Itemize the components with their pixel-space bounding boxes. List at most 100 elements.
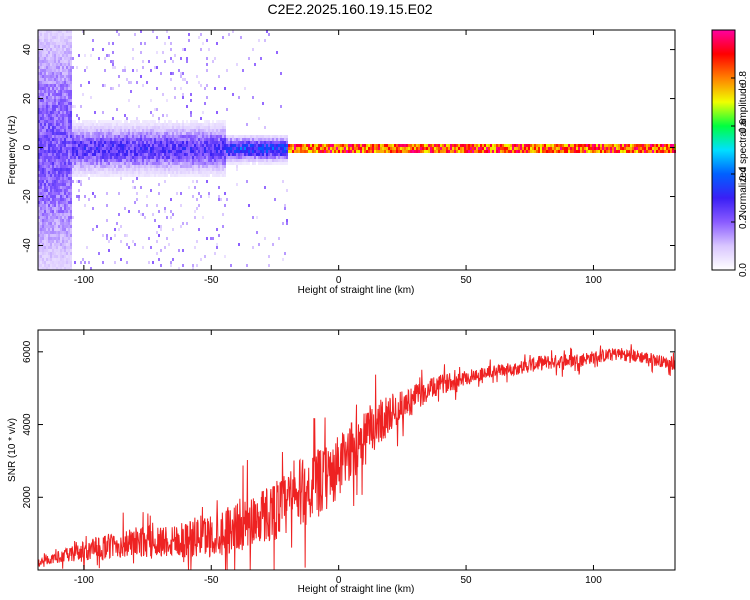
heatmap-cell bbox=[470, 144, 472, 147]
heatmap-cell bbox=[614, 144, 616, 147]
heatmap-cell bbox=[430, 147, 432, 150]
heatmap-cell bbox=[116, 135, 118, 138]
heatmap-cell bbox=[184, 144, 186, 147]
heatmap-cell bbox=[66, 171, 68, 174]
heatmap-cell bbox=[310, 150, 312, 153]
heatmap-cell bbox=[38, 60, 40, 63]
heatmap-cell bbox=[632, 150, 634, 153]
heatmap-cell bbox=[258, 138, 260, 141]
heatmap-cell bbox=[62, 213, 64, 216]
heatmap-cell bbox=[60, 171, 62, 174]
heatmap-cell bbox=[200, 126, 202, 129]
heatmap-cell bbox=[60, 207, 62, 210]
heatmap-cell bbox=[68, 123, 70, 126]
heatmap-cell bbox=[120, 177, 122, 180]
heatmap-cell bbox=[266, 159, 268, 162]
heatmap-cell bbox=[502, 150, 504, 153]
heatmap-cell bbox=[156, 144, 158, 147]
heatmap-cell bbox=[118, 123, 120, 126]
heatmap-cell bbox=[286, 162, 288, 165]
heatmap-cell bbox=[328, 144, 330, 147]
heatmap-cell bbox=[58, 165, 60, 168]
heatmap-cell bbox=[58, 141, 60, 144]
spectrogram-cells bbox=[38, 30, 676, 270]
heatmap-cell bbox=[376, 150, 378, 153]
heatmap-cell bbox=[212, 168, 214, 171]
heatmap-cell bbox=[188, 138, 190, 141]
heatmap-cell bbox=[62, 90, 64, 93]
heatmap-cell bbox=[640, 144, 642, 147]
heatmap-cell bbox=[436, 150, 438, 153]
heatmap-cell bbox=[58, 69, 60, 72]
heatmap-cell bbox=[38, 87, 40, 90]
heatmap-cell bbox=[58, 60, 60, 63]
heatmap-cell bbox=[44, 213, 46, 216]
heatmap-cell bbox=[66, 225, 68, 228]
heatmap-cell bbox=[138, 138, 140, 141]
heatmap-cell bbox=[60, 105, 62, 108]
heatmap-cell bbox=[164, 246, 166, 249]
heatmap-cell bbox=[112, 120, 114, 123]
heatmap-cell bbox=[144, 174, 146, 177]
heatmap-cell bbox=[146, 162, 148, 165]
heatmap-cell bbox=[58, 93, 60, 96]
heatmap-cell bbox=[74, 138, 76, 141]
heatmap-cell bbox=[60, 99, 62, 102]
heatmap-cell bbox=[442, 144, 444, 147]
heatmap-cell bbox=[414, 150, 416, 153]
heatmap-cell bbox=[68, 234, 70, 237]
heatmap-cell bbox=[286, 219, 288, 222]
heatmap-cell bbox=[64, 90, 66, 93]
heatmap-cell bbox=[38, 159, 40, 162]
heatmap-cell bbox=[218, 159, 220, 162]
heatmap-cell bbox=[50, 84, 52, 87]
heatmap-cell bbox=[86, 144, 88, 147]
heatmap-cell bbox=[158, 174, 160, 177]
heatmap-cell bbox=[62, 219, 64, 222]
heatmap-cell bbox=[284, 153, 286, 156]
heatmap-cell bbox=[48, 120, 50, 123]
heatmap-cell bbox=[46, 201, 48, 204]
heatmap-cell bbox=[160, 249, 162, 252]
heatmap-cell bbox=[290, 144, 292, 147]
heatmap-cell bbox=[250, 147, 252, 150]
heatmap-cell bbox=[132, 150, 134, 153]
heatmap-cell bbox=[162, 93, 164, 96]
heatmap-cell bbox=[108, 165, 110, 168]
heatmap-cell bbox=[208, 129, 210, 132]
heatmap-cell bbox=[238, 144, 240, 147]
heatmap-cell bbox=[280, 153, 282, 156]
heatmap-cell bbox=[354, 144, 356, 147]
heatmap-cell bbox=[262, 156, 264, 159]
heatmap-cell bbox=[48, 204, 50, 207]
heatmap-cell bbox=[114, 150, 116, 153]
heatmap-cell bbox=[88, 177, 90, 180]
heatmap-cell bbox=[68, 165, 70, 168]
heatmap-cell bbox=[106, 120, 108, 123]
heatmap-cell bbox=[48, 123, 50, 126]
heatmap-cell bbox=[150, 129, 152, 132]
heatmap-cell bbox=[54, 237, 56, 240]
heatmap-cell bbox=[48, 207, 50, 210]
heatmap-cell bbox=[160, 138, 162, 141]
heatmap-cell bbox=[406, 144, 408, 147]
heatmap-cell bbox=[364, 147, 366, 150]
heatmap-cell bbox=[50, 201, 52, 204]
heatmap-cell bbox=[40, 132, 42, 135]
heatmap-cell bbox=[382, 150, 384, 153]
heatmap-cell bbox=[238, 135, 240, 138]
heatmap-cell bbox=[58, 237, 60, 240]
heatmap-cell bbox=[64, 54, 66, 57]
heatmap-cell bbox=[236, 138, 238, 141]
heatmap-cell bbox=[268, 33, 270, 36]
heatmap-cell bbox=[222, 225, 224, 228]
heatmap-cell bbox=[56, 222, 58, 225]
heatmap-cell bbox=[128, 123, 130, 126]
heatmap-cell bbox=[286, 153, 288, 156]
heatmap-cell bbox=[126, 141, 128, 144]
heatmap-cell bbox=[268, 156, 270, 159]
heatmap-cell bbox=[218, 168, 220, 171]
heatmap-cell bbox=[54, 30, 56, 33]
heatmap-cell bbox=[164, 147, 166, 150]
heatmap-cell bbox=[262, 147, 264, 150]
